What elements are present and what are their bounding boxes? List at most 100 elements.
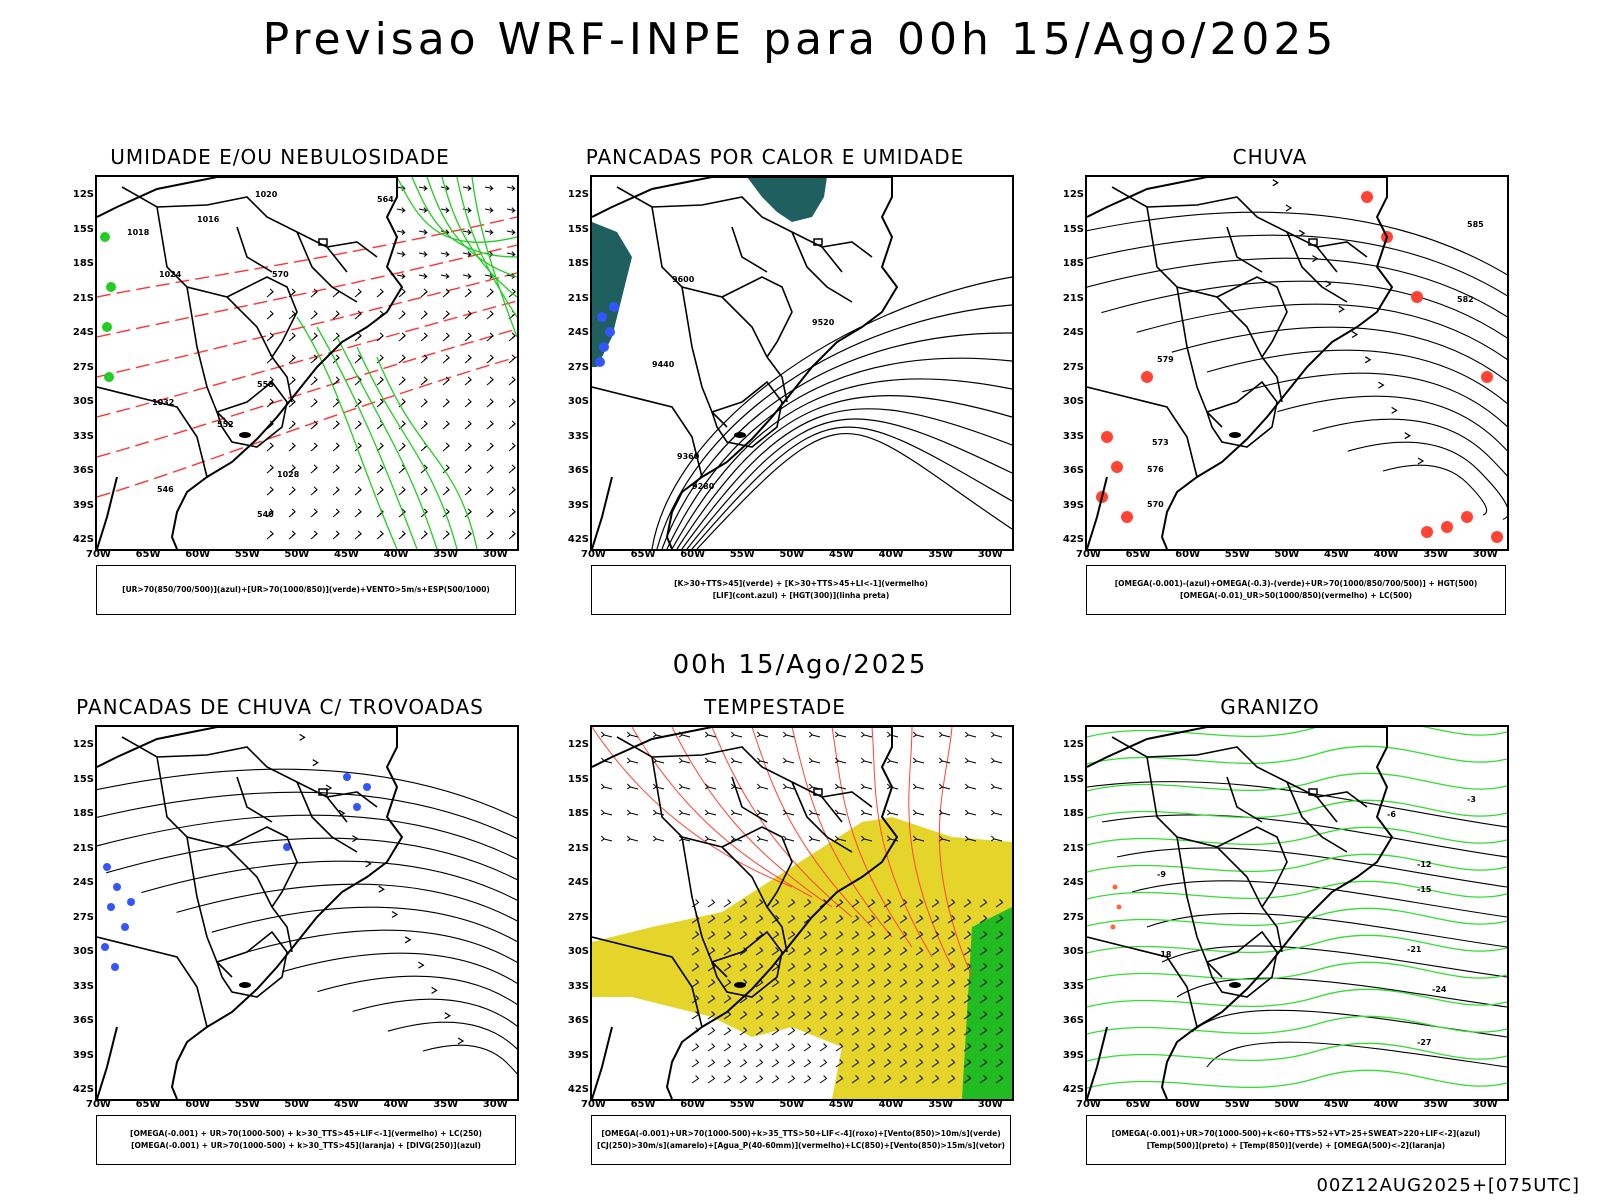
wind-vector bbox=[486, 310, 494, 320]
wind-vector bbox=[420, 508, 428, 518]
map-frame: 585 582 579 576 573 570 bbox=[1085, 175, 1509, 551]
wind-vector bbox=[883, 963, 892, 972]
temp500-contour bbox=[1087, 780, 1507, 828]
wind-vector bbox=[947, 931, 956, 940]
wind-vector bbox=[418, 229, 428, 236]
wind-vector bbox=[707, 915, 716, 924]
contour-label: -12 bbox=[1417, 860, 1431, 869]
wind-vector bbox=[771, 899, 780, 908]
precip-water-contour bbox=[751, 727, 873, 928]
lon-label: 35W bbox=[433, 1099, 459, 1110]
wind-vector bbox=[963, 1059, 972, 1068]
wind-vector bbox=[883, 1075, 892, 1084]
wind-vector bbox=[508, 442, 516, 452]
lon-label: 40W bbox=[1373, 549, 1399, 560]
streamline-arrow bbox=[299, 733, 306, 741]
wind-vector bbox=[819, 995, 828, 1004]
wind-vector bbox=[803, 995, 812, 1004]
legend-line: [K>30+TTS>45](verde) + [K>30+TTS>45+LI<-… bbox=[674, 579, 928, 588]
wind-vector bbox=[995, 1059, 1004, 1068]
wind-vector bbox=[819, 947, 828, 956]
wind-vector bbox=[508, 464, 516, 474]
lat-label: 18S bbox=[1062, 808, 1084, 819]
wind-vector bbox=[354, 354, 362, 364]
lon-label: 40W bbox=[1373, 1099, 1399, 1110]
contour-label: 585 bbox=[1467, 220, 1484, 229]
wind-vector bbox=[867, 931, 876, 940]
lake bbox=[1308, 238, 1318, 246]
wind-vector bbox=[787, 899, 796, 908]
wind-vector bbox=[652, 783, 665, 790]
temp850-contour bbox=[1087, 1015, 1507, 1035]
wind-vector bbox=[506, 251, 516, 258]
field-patch bbox=[1111, 461, 1123, 473]
wind-vector bbox=[442, 376, 450, 386]
wind-vector bbox=[947, 1075, 956, 1084]
footer-run-info: 00Z12AUG2025+[075UTC] bbox=[1316, 1175, 1580, 1196]
wind-vector bbox=[938, 731, 951, 738]
wind-vector bbox=[288, 398, 296, 408]
wind-vector bbox=[266, 288, 274, 298]
lat-label: 33S bbox=[567, 980, 589, 992]
lat-label: 33S bbox=[72, 980, 94, 992]
streamline-arrow bbox=[1338, 305, 1345, 313]
lat-label: 30S bbox=[567, 396, 589, 407]
wind-vector bbox=[652, 809, 665, 816]
wind-vector bbox=[442, 442, 450, 452]
wind-vector bbox=[464, 310, 472, 320]
wind-vector bbox=[851, 1027, 860, 1036]
wind-vector bbox=[310, 354, 318, 364]
wind-vector bbox=[995, 947, 1004, 956]
wind-vector bbox=[787, 1011, 796, 1020]
wind-vector bbox=[396, 251, 406, 258]
lake bbox=[1229, 432, 1241, 438]
wind-vector bbox=[819, 1027, 828, 1036]
wind-vector bbox=[755, 915, 764, 924]
streamline bbox=[1087, 257, 1507, 318]
lat-label: 36S bbox=[72, 465, 94, 476]
coastline bbox=[97, 727, 404, 1099]
contour-label: 1020 bbox=[255, 190, 278, 199]
wind-vector bbox=[486, 508, 494, 518]
wind-vector bbox=[508, 508, 516, 518]
wind-vector bbox=[462, 251, 472, 258]
wind-vector bbox=[931, 1027, 940, 1036]
wind-vector bbox=[912, 731, 925, 738]
coastline bbox=[592, 727, 899, 1099]
wind-vector bbox=[691, 1043, 700, 1052]
wind-vector bbox=[420, 376, 428, 386]
temp850-contour bbox=[1087, 772, 1507, 792]
state-border bbox=[821, 791, 873, 808]
wind-vector bbox=[915, 931, 924, 940]
wind-vector bbox=[442, 354, 450, 364]
wind-vector bbox=[771, 1027, 780, 1036]
wind-vector bbox=[266, 486, 274, 496]
wind-vector bbox=[730, 835, 743, 842]
wind-vector bbox=[310, 310, 318, 320]
wind-vector bbox=[420, 486, 428, 496]
wind-vector bbox=[626, 835, 639, 842]
lon-label: 70W bbox=[1076, 1099, 1101, 1110]
hgt300-contour bbox=[691, 426, 1012, 549]
contour-label: 9600 bbox=[672, 275, 695, 284]
lat-label: 39S bbox=[72, 1049, 94, 1061]
wind-vector bbox=[851, 1011, 860, 1020]
contour-label: 564 bbox=[377, 195, 394, 204]
field-patch bbox=[113, 883, 121, 891]
field-patch bbox=[1411, 291, 1423, 303]
wind-vector bbox=[508, 530, 516, 540]
wind-vector bbox=[266, 464, 274, 474]
lon-label: 60W bbox=[185, 549, 211, 560]
streamline bbox=[317, 975, 517, 1006]
wind-vector bbox=[787, 1059, 796, 1068]
lat-label: 27S bbox=[72, 911, 94, 923]
humidity-contour bbox=[356, 346, 458, 549]
wind-vector bbox=[288, 464, 296, 474]
temp850-contour bbox=[1087, 1069, 1507, 1089]
state-border bbox=[226, 826, 298, 908]
wind-vector bbox=[755, 1027, 764, 1036]
legend-box: [K>30+TTS>45](verde) + [K>30+TTS>45+LI<-… bbox=[591, 565, 1011, 615]
wind-vector bbox=[867, 979, 876, 988]
lat-label: 18S bbox=[567, 808, 589, 819]
lat-label: 36S bbox=[1062, 465, 1084, 476]
